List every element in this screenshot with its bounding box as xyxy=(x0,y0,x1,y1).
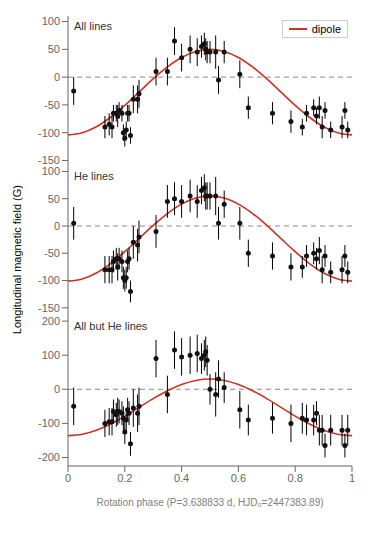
svg-text:0.4: 0.4 xyxy=(174,472,189,484)
svg-text:-100: -100 xyxy=(38,417,60,429)
html-text:dipole: dipole xyxy=(311,23,341,35)
svg-text:0: 0 xyxy=(65,472,71,484)
svg-text:-150: -150 xyxy=(38,154,60,166)
svg-text:50: 50 xyxy=(48,193,60,205)
html-text:He lines: He lines xyxy=(74,170,114,182)
html-text:Longitudinal magnetic field (G: Longitudinal magnetic field (G) xyxy=(11,185,23,335)
svg-text:-100: -100 xyxy=(38,274,60,286)
svg-text:100: 100 xyxy=(42,15,60,27)
svg-text:-100: -100 xyxy=(38,127,60,139)
svg-text:50: 50 xyxy=(48,43,60,55)
svg-text:1: 1 xyxy=(349,472,355,484)
html-text:All but He lines: All but He lines xyxy=(74,320,148,332)
svg-text:-150: -150 xyxy=(38,302,60,314)
svg-text:0.2: 0.2 xyxy=(117,472,132,484)
svg-text:0.8: 0.8 xyxy=(288,472,303,484)
svg-text:Rotation phase (P=3.638833 d,: Rotation phase (P=3.638833 d, HJD₀=24473… xyxy=(96,497,323,508)
svg-text:-50: -50 xyxy=(44,99,60,111)
svg-text:0: 0 xyxy=(54,383,60,395)
svg-text:-50: -50 xyxy=(44,247,60,259)
svg-text:200: 200 xyxy=(42,316,60,327)
svg-text:0: 0 xyxy=(54,71,60,83)
html-text:All lines: All lines xyxy=(74,20,112,32)
svg-text:100: 100 xyxy=(42,166,60,177)
svg-text:0.6: 0.6 xyxy=(231,472,246,484)
svg-text:0: 0 xyxy=(54,220,60,232)
svg-text:100: 100 xyxy=(42,349,60,361)
svg-text:-200: -200 xyxy=(38,451,60,463)
